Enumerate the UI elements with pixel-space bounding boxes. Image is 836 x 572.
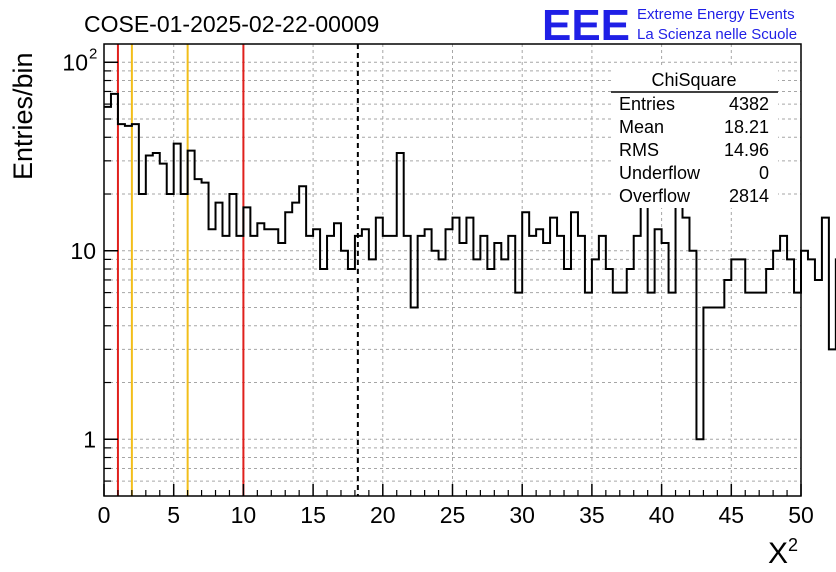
- y-tick-label-2: 10: [62, 49, 88, 75]
- stat-value-mean: 18.21: [724, 117, 769, 137]
- stat-label-underflow: Underflow: [619, 163, 701, 183]
- x-tick-label-9: 45: [719, 502, 745, 528]
- x-tick-label-0: 0: [98, 502, 111, 528]
- y-axis-title: Entries/bin: [8, 52, 38, 180]
- stat-value-entries: 4382: [729, 94, 769, 114]
- x-tick-label-6: 30: [509, 502, 535, 528]
- x-tick-label-5: 25: [440, 502, 466, 528]
- stat-label-rms: RMS: [619, 140, 659, 160]
- chart-title: COSE-01-2025-02-22-00009: [84, 11, 379, 37]
- histogram-series: [104, 92, 836, 441]
- x-tick-label-3: 15: [300, 502, 326, 528]
- stat-label-mean: Mean: [619, 117, 664, 137]
- stat-value-underflow: 0: [759, 163, 769, 183]
- x-tick-label-8: 40: [649, 502, 675, 528]
- logo-line-1: Extreme Energy Events: [637, 6, 795, 23]
- stat-label-entries: Entries: [619, 94, 675, 114]
- x-tick-label-4: 20: [370, 502, 396, 528]
- y-tick-label-0: 1: [83, 426, 96, 452]
- x-tick-label-7: 35: [579, 502, 605, 528]
- x-axis-title-superscript: 2: [788, 535, 798, 555]
- x-tick-label-10: 50: [788, 502, 814, 528]
- logo-line-2: La Scienza nelle Scuole: [637, 26, 797, 43]
- eee-logo: EEE: [542, 1, 630, 50]
- stats-box: ChiSquare Entries 4382 Mean 18.21 RMS 14…: [611, 68, 778, 208]
- stat-value-overflow: 2814: [729, 186, 769, 206]
- x-tick-label-2: 10: [231, 502, 257, 528]
- x-tick-label-1: 5: [167, 502, 180, 528]
- x-axis-title: X2: [768, 535, 798, 570]
- x-axis-title-main: X: [768, 537, 788, 570]
- stat-label-overflow: Overflow: [619, 186, 691, 206]
- y-tick-exponent-2: 2: [89, 45, 97, 62]
- stats-box-title: ChiSquare: [651, 70, 736, 90]
- stat-value-rms: 14.96: [724, 140, 769, 160]
- grid-layer: [104, 44, 801, 496]
- y-tick-label-1: 10: [70, 238, 96, 264]
